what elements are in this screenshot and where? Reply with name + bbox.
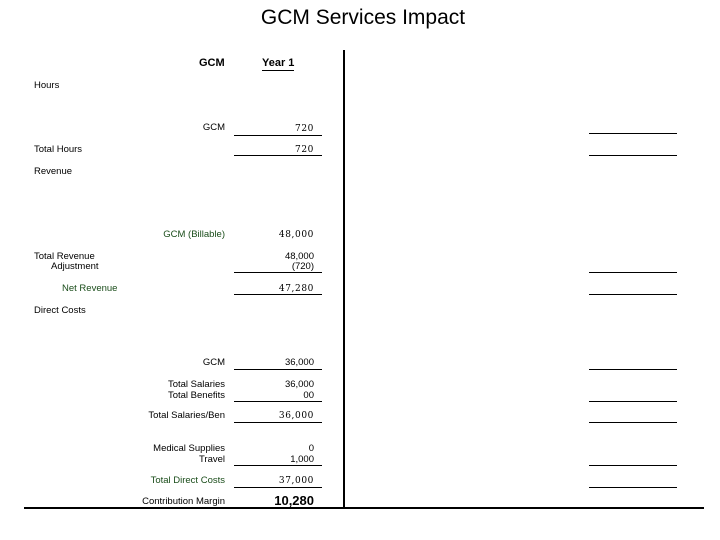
total-salaries-value: 36,000 xyxy=(284,379,314,390)
total-revenue-label: Total Revenue xyxy=(34,251,95,262)
row-underline xyxy=(234,465,322,466)
row-underline xyxy=(234,422,322,423)
net-revenue-label: Net Revenue xyxy=(62,283,118,294)
total-salaries-label: Total Salaries xyxy=(167,379,225,390)
net-revenue-value: 47,280 xyxy=(278,284,314,294)
row-underline xyxy=(589,401,677,402)
contribution-margin-label: Contribution Margin xyxy=(142,496,225,507)
row-underline xyxy=(589,369,677,370)
row-underline xyxy=(589,487,677,488)
row-underline xyxy=(589,133,677,134)
total-hours-label: Total Hours xyxy=(34,144,83,155)
total-benefits-value: 00 xyxy=(303,390,314,401)
row-underline xyxy=(234,272,322,273)
total-direct-costs-value: 37,000 xyxy=(278,476,314,486)
total-benefits-label: Total Benefits xyxy=(167,390,225,401)
adjustment-label: Adjustment xyxy=(51,261,99,272)
bottom-rule xyxy=(24,507,704,509)
gcm-cost-label: GCM xyxy=(202,357,225,368)
row-underline xyxy=(589,422,677,423)
row-underline xyxy=(234,369,322,370)
column-header-year-1: Year 1 xyxy=(262,57,295,71)
adjustment-value: (720) xyxy=(291,261,314,272)
gcm-billable-value: 48,000 xyxy=(278,230,314,240)
total-revenue-value: 48,000 xyxy=(284,251,314,262)
gcm-billable-label: GCM (Billable) xyxy=(163,229,225,240)
section-label-hours: Hours xyxy=(34,80,60,91)
salaries-ben-label: Total Salaries/Ben xyxy=(148,410,225,421)
row-underline xyxy=(589,155,677,156)
total-hours-value: 720 xyxy=(295,145,314,155)
salaries-ben-value: 36,000 xyxy=(278,411,314,421)
row-underline xyxy=(589,465,677,466)
medical-supplies-value: 0 xyxy=(308,443,314,454)
row-underline xyxy=(589,294,677,295)
contribution-margin-value: 10,280 xyxy=(274,493,314,508)
row-underline xyxy=(234,135,322,136)
row-underline xyxy=(234,155,322,156)
gcm-cost-value: 36,000 xyxy=(284,357,314,368)
section-label-direct-costs: Direct Costs xyxy=(34,305,86,316)
medical-supplies-label: Medical Supplies xyxy=(153,443,225,454)
row-underline xyxy=(234,294,322,295)
row-underline xyxy=(234,487,322,488)
column-header-gcm: GCM xyxy=(199,57,225,69)
page-title: GCM Services Impact xyxy=(260,6,466,29)
gcm-hours-label: GCM xyxy=(202,122,225,133)
total-direct-costs-label: Total Direct Costs xyxy=(150,475,225,486)
gcm-hours-value: 720 xyxy=(295,124,314,134)
section-label-revenue: Revenue xyxy=(34,166,73,177)
column-divider xyxy=(343,50,345,508)
travel-value: 1,000 xyxy=(290,454,314,465)
row-underline xyxy=(589,272,677,273)
row-underline xyxy=(234,401,322,402)
travel-label: Travel xyxy=(198,454,225,465)
